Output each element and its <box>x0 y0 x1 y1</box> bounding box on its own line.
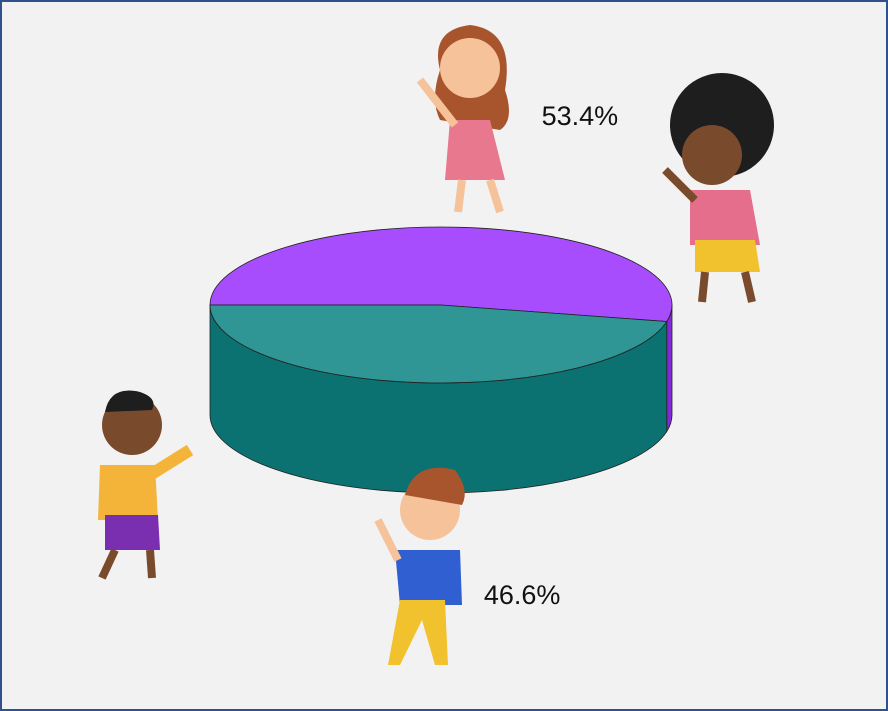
kid-boy-yellow <box>98 390 194 580</box>
slice <box>209 226 673 322</box>
slice <box>209 304 668 384</box>
kid-girl-pink <box>416 25 509 214</box>
value-label: 53.4% <box>542 101 619 131</box>
slice-side <box>666 304 673 433</box>
pie <box>209 226 673 494</box>
kid-boy-blue <box>374 467 465 665</box>
value-label: 46.6% <box>484 580 561 610</box>
kid-girl-curly <box>662 73 774 303</box>
